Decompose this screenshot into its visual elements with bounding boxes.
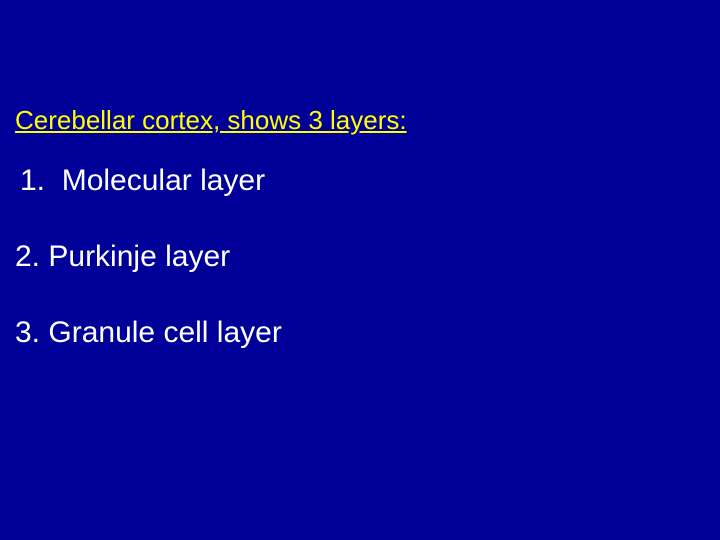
slide-heading: Cerebellar cortex, shows 3 layers: [15, 105, 705, 136]
item-number-3: 3. [15, 316, 40, 349]
item-number-1: 1. [20, 164, 45, 197]
item-text-1: Molecular layer [62, 164, 265, 197]
list-item-2: 2. Purkinje layer [15, 240, 705, 274]
item-number-2: 2. [15, 240, 40, 273]
item-text-3: Granule cell layer [48, 316, 281, 349]
list-item-3: 3. Granule cell layer [15, 316, 705, 350]
slide-container: Cerebellar cortex, shows 3 layers: 1. Mo… [0, 0, 720, 540]
item-text-2: Purkinje layer [48, 240, 230, 273]
list-item-1: 1. Molecular layer [15, 164, 705, 198]
